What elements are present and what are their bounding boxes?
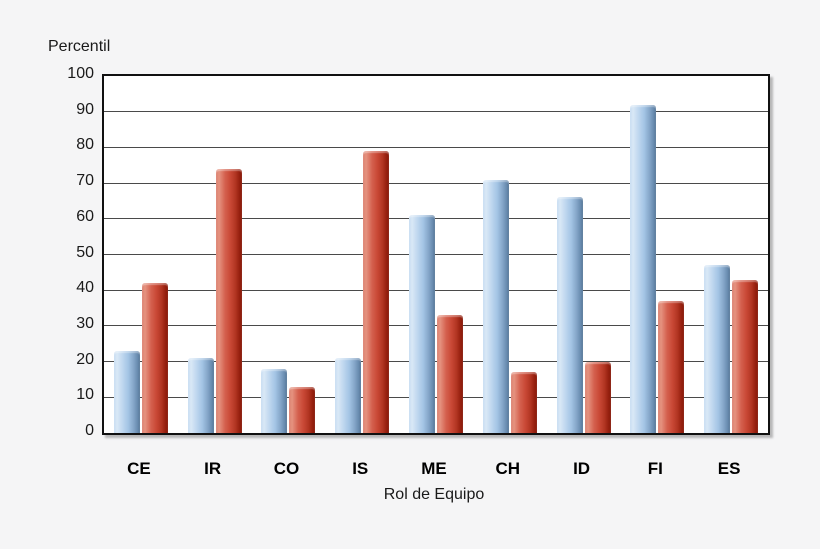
bar-group-CH — [473, 76, 547, 433]
x-category-label-ME: ME — [421, 459, 447, 478]
x-axis-title: Rol de Equipo — [383, 486, 485, 503]
bar-serie-azul-IR — [187, 358, 214, 433]
bar-group-FI — [620, 76, 694, 433]
y-tick-label-30: 30 — [76, 314, 94, 332]
y-tick-label-50: 50 — [76, 243, 94, 261]
bar-group-ID — [547, 76, 621, 433]
y-tick-label-70: 70 — [76, 172, 94, 190]
gridline-40 — [104, 289, 768, 291]
x-category-label-IS: IS — [352, 459, 369, 478]
x-category-label-IR: IR — [204, 459, 222, 478]
gridline-10 — [104, 396, 768, 398]
bar-serie-roja-ES — [732, 279, 759, 433]
bar-group-IR — [178, 76, 252, 433]
bar-serie-roja-CE — [141, 283, 168, 433]
bar-group-IS — [325, 76, 399, 433]
gridline-30 — [104, 325, 768, 327]
gridline-80 — [104, 146, 768, 148]
bar-group-ME — [399, 76, 473, 433]
y-tick-label-20: 20 — [76, 350, 94, 368]
y-tick-label-10: 10 — [76, 386, 94, 404]
x-category-label-ID: ID — [573, 459, 591, 478]
x-category-label-ES: ES — [717, 459, 741, 478]
plot-wrapper: 0 10 20 30 40 50 60 70 80 90 100 CE IR CO IS ME CH ID FI E… — [67, 65, 770, 503]
gridline-60 — [104, 218, 768, 220]
bar-serie-azul-CH — [482, 179, 509, 433]
bar-serie-azul-CE — [113, 350, 140, 433]
bar-serie-roja-CH — [510, 372, 537, 433]
x-category-label-CO: CO — [273, 459, 300, 478]
gridline-50 — [104, 254, 768, 255]
y-tick-label-90: 90 — [76, 100, 94, 118]
bar-serie-azul-ID — [556, 197, 583, 433]
bar-serie-azul-CO — [261, 368, 288, 433]
bar-serie-roja-FI — [658, 300, 685, 433]
bar-serie-roja-CO — [289, 386, 316, 433]
gridline-70 — [104, 182, 768, 184]
gridline-90 — [104, 111, 768, 113]
bar-serie-azul-ME — [409, 215, 436, 433]
bar-serie-roja-IR — [215, 168, 242, 433]
bar-serie-azul-ES — [704, 265, 731, 433]
bars-layer — [104, 76, 768, 433]
y-tick-label-80: 80 — [76, 136, 94, 154]
x-axis-category-labels: CE IR CO IS ME CH ID FI ES — [102, 459, 766, 479]
bar-group-ES — [694, 76, 768, 433]
y-axis-tick-labels: 0 10 20 30 40 50 60 70 80 90 100 — [56, 65, 94, 439]
x-category-label-CH: CH — [495, 459, 521, 478]
x-category-label-CE: CE — [127, 459, 151, 478]
bar-serie-roja-ID — [584, 361, 611, 433]
bar-group-CO — [252, 76, 326, 433]
x-category-label-FI: FI — [647, 459, 663, 478]
y-axis-title: Percentil — [48, 38, 111, 55]
y-tick-label-100: 100 — [67, 65, 94, 82]
bar-serie-roja-ME — [437, 315, 464, 433]
bar-serie-roja-IS — [363, 151, 390, 433]
bar-group-CE — [104, 76, 178, 433]
bar-serie-azul-IS — [335, 358, 362, 433]
y-tick-label-60: 60 — [76, 207, 94, 225]
y-tick-label-0: 0 — [85, 422, 94, 439]
plot-area — [102, 74, 770, 435]
y-tick-label-40: 40 — [76, 279, 94, 297]
bar-serie-azul-FI — [630, 104, 657, 433]
gridline-20 — [104, 361, 768, 363]
